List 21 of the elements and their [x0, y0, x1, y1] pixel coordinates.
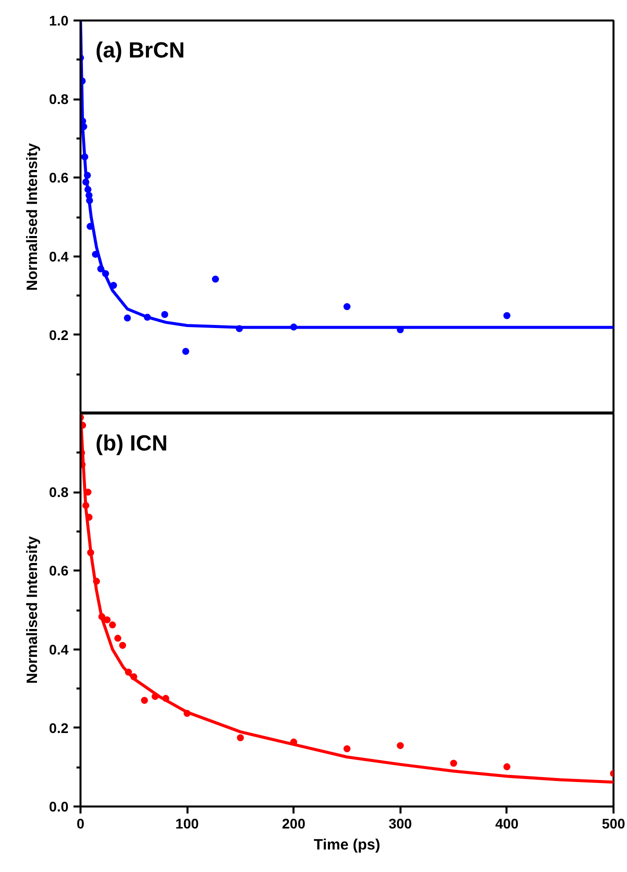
x-tick-label: 500	[602, 816, 626, 832]
x-tick-label: 400	[495, 816, 519, 832]
y-tick-label: 0.0	[49, 798, 69, 814]
y-tick-label: 0.6	[49, 562, 69, 579]
x-tick-label: 100	[175, 816, 199, 832]
text: (a) BrCN	[96, 38, 185, 62]
y-axis-title: Normalised Intensity	[24, 142, 42, 291]
text: (b) ICN	[96, 430, 168, 456]
y-tick-label: 0.2	[49, 720, 69, 736]
y-tick-label: 0.4	[49, 641, 69, 658]
y-axis-title: Normalised Intensity	[24, 536, 42, 684]
y-tick-label: 0.6	[49, 170, 69, 186]
y-tick-label: 0.2	[49, 326, 69, 343]
y-tick-label: 0.8	[49, 91, 69, 108]
x-tick-label: 0	[76, 816, 85, 832]
y-tick-label: 1.0	[49, 12, 69, 28]
y-tick-label: 0.4	[49, 248, 69, 264]
y-tick-label: 0.8	[49, 484, 69, 500]
x-tick-label: 300	[388, 816, 412, 832]
x-tick-label: 200	[282, 816, 306, 832]
x-axis-title: Time (ps)	[314, 836, 380, 854]
